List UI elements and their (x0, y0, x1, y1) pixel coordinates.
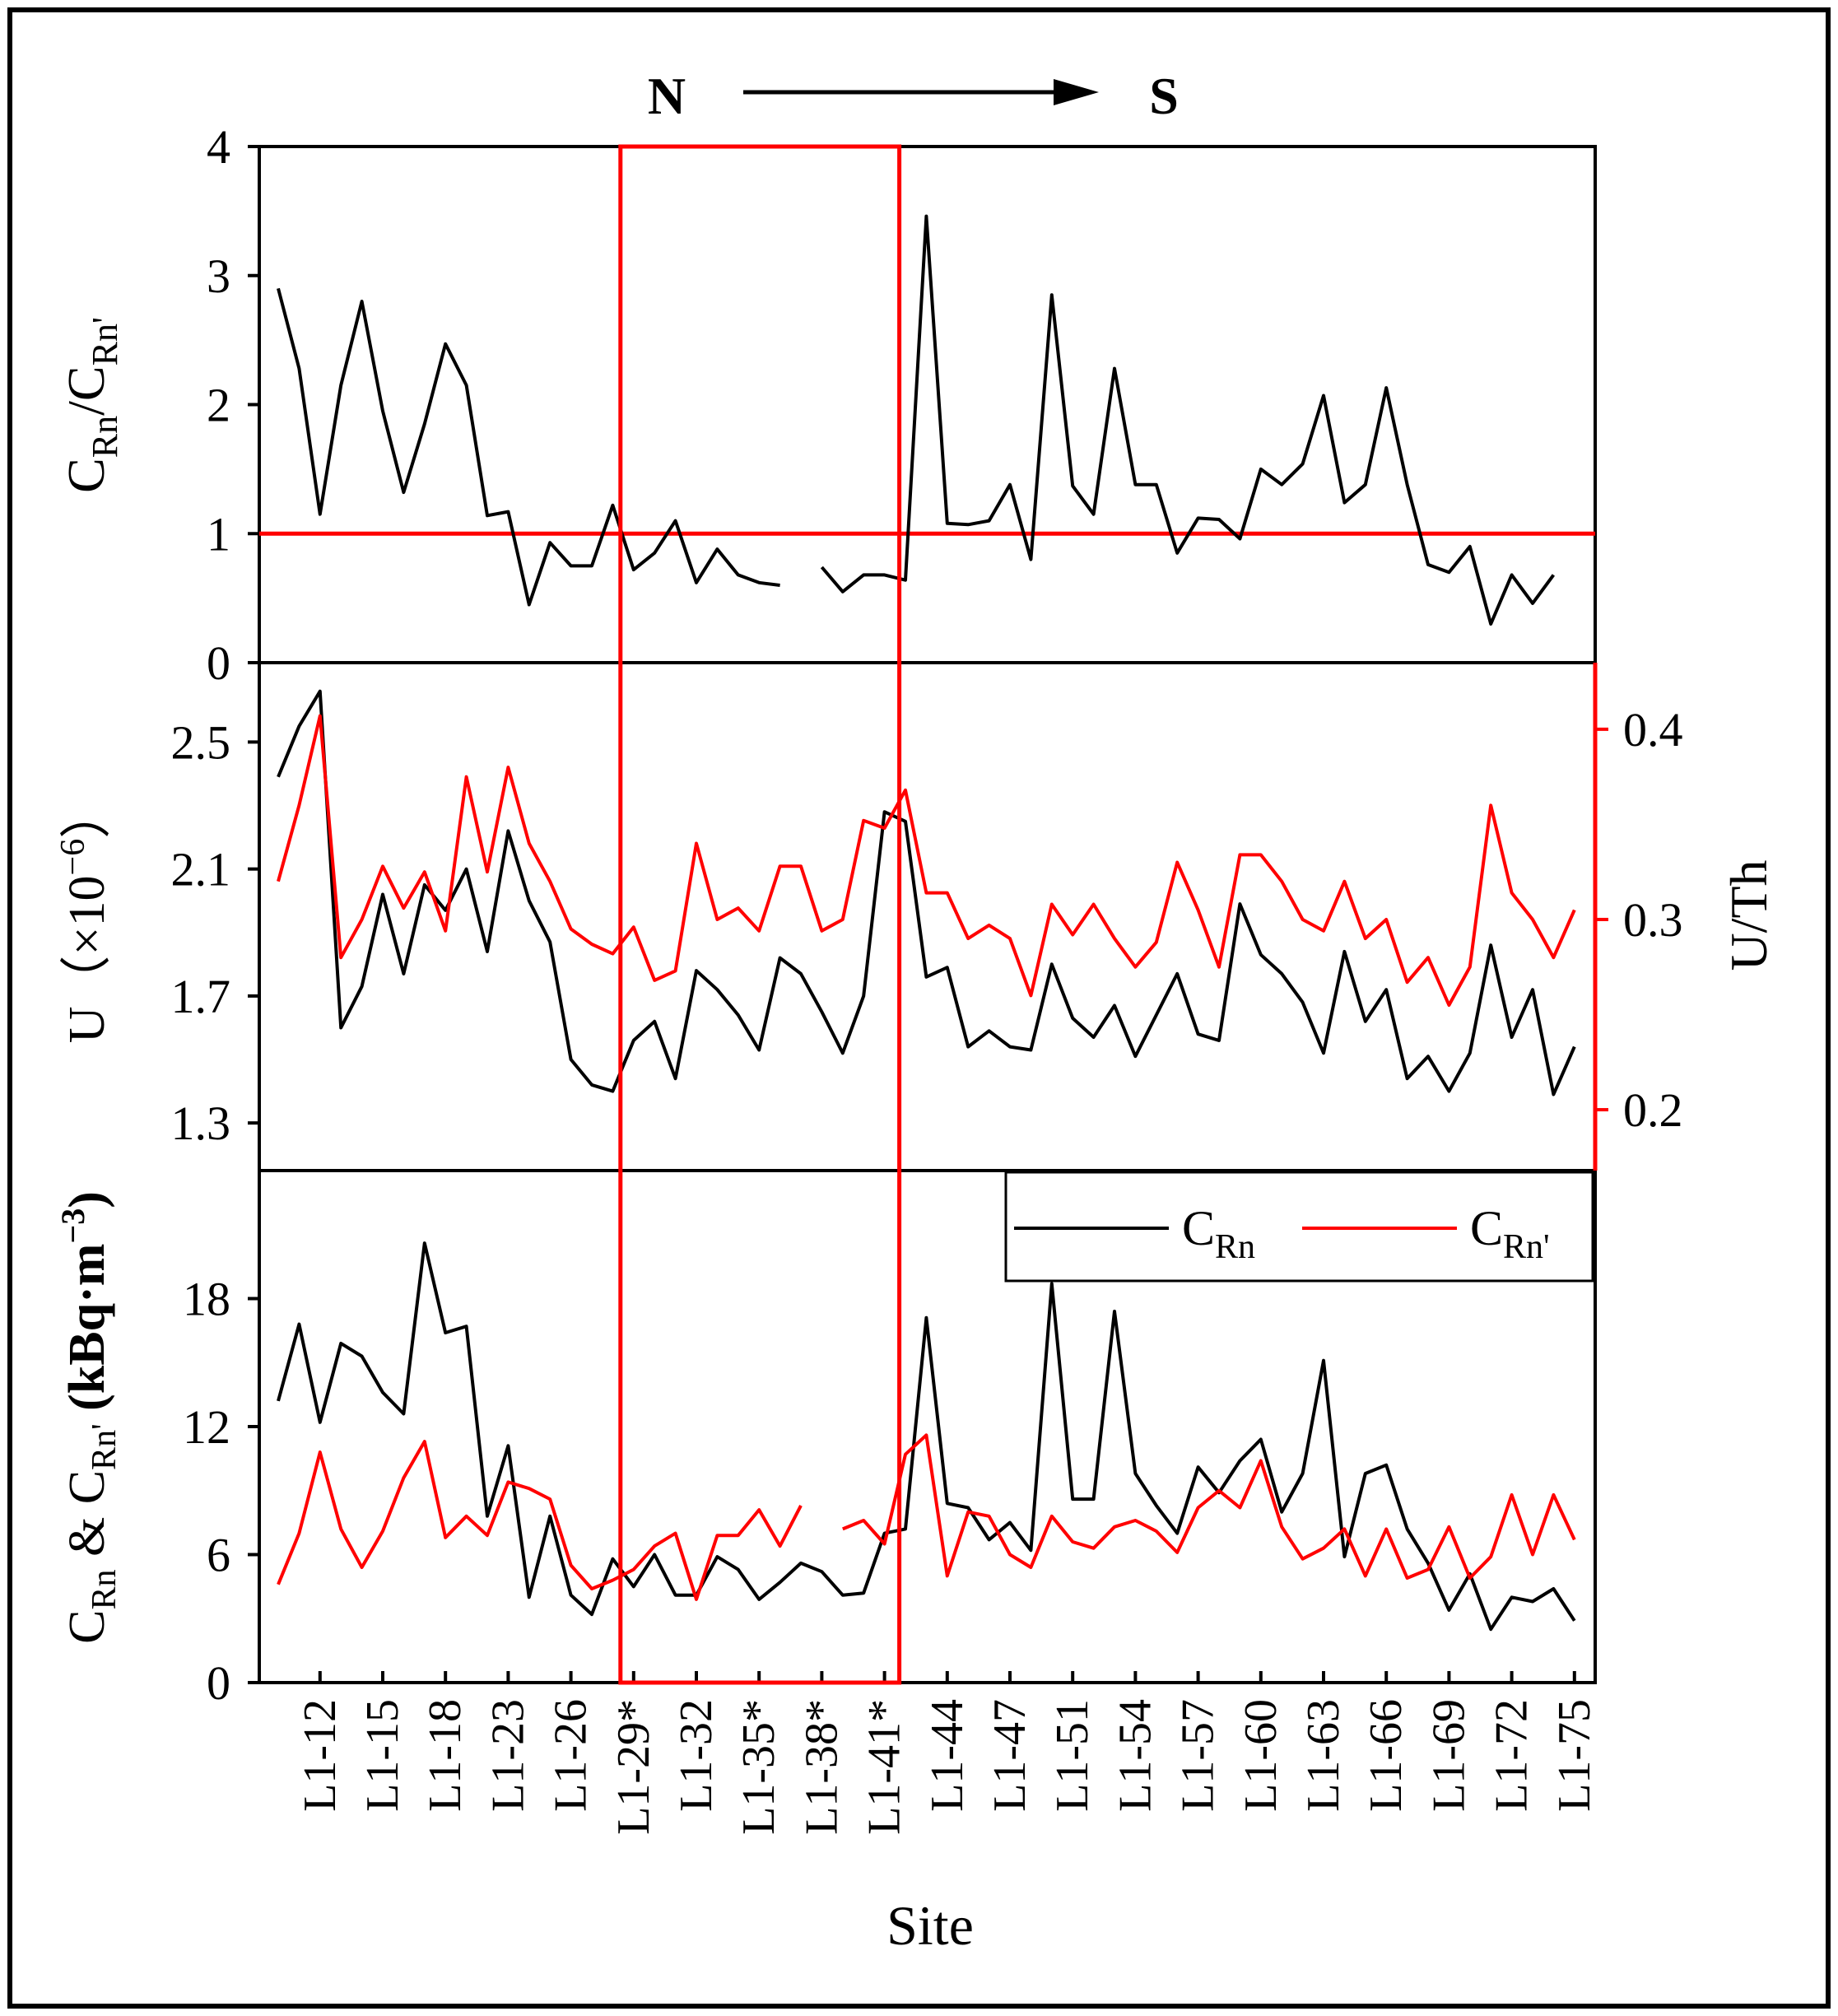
y-tick-label: 1.3 (171, 1096, 231, 1150)
x-tick-label: L1-63 (1298, 1699, 1349, 1812)
x-tick-label: L1-69 (1423, 1699, 1474, 1812)
x-axis-title: Site (886, 1894, 974, 1957)
y-tick-label: 3 (207, 249, 230, 303)
radon-y-ticks: 0 6 12 18 (183, 1273, 259, 1710)
x-tick-label: L1-38* (796, 1699, 847, 1835)
right-tick-label: 0.4 (1623, 703, 1683, 757)
radon-legend: CRn CRn' (1004, 1171, 1594, 1283)
x-tick-label: L1-57 (1173, 1699, 1224, 1812)
x-tick-label: L1-26 (546, 1699, 597, 1812)
y-tick-label: 1.7 (171, 970, 231, 1023)
crn-line (277, 1241, 1576, 1632)
x-tick-label: L1-72 (1487, 1699, 1538, 1812)
ratio-line (820, 214, 1556, 626)
crn-prime-line (842, 1433, 1576, 1580)
x-tick-label: L1-12 (295, 1699, 346, 1812)
x-tick-label: L1-35* (733, 1699, 784, 1835)
ratio-line (277, 287, 780, 607)
uranium-series (277, 689, 1576, 1096)
ratio-series (277, 214, 1556, 626)
north-label: N (648, 67, 686, 125)
radon-y-axis-title: CRn & CRn' (kBq·m−3) (54, 1191, 123, 1644)
x-tick-label: L1-15 (357, 1699, 408, 1812)
x-tick-label: L1-29* (608, 1699, 659, 1835)
uranium-y-ticks-left: 1.3 1.7 2.1 2.5 (171, 715, 259, 1150)
crn-prime-line (277, 1440, 803, 1601)
ratio-y-ticks: 0 1 2 3 4 (207, 120, 259, 690)
x-tick-label: L1-47 (984, 1699, 1035, 1812)
figure-border (7, 7, 1831, 2009)
y-tick-label: 0 (207, 1656, 230, 1710)
x-tick-label: L1-51 (1047, 1699, 1098, 1812)
arrow-head-icon (1054, 79, 1099, 105)
x-tick-label: L1-23 (482, 1699, 533, 1812)
y-tick-label: 0 (207, 636, 230, 690)
right-tick-label: 0.3 (1623, 893, 1683, 947)
legend-crn-prime-label: CRn' (1470, 1201, 1550, 1266)
y-tick-label: 2.5 (171, 715, 231, 769)
uranium-panel-frame (258, 661, 1597, 1172)
south-label: S (1149, 67, 1179, 125)
uth-y-axis-title: U/Th (1719, 859, 1778, 971)
highlight-region (618, 144, 902, 1685)
uth-line (277, 714, 1576, 1007)
uranium-y-axis-title: U（×10−6） (54, 788, 115, 1043)
uth-y-ticks-right: 0.2 0.3 0.4 (1595, 703, 1683, 1137)
ratio-y-axis-title: CRn/CRn' (57, 317, 125, 493)
legend-crn-label: CRn (1182, 1201, 1255, 1266)
x-tick-label: L1-60 (1235, 1699, 1287, 1812)
site-x-tick-labels: L1-12 L1-15 L1-18 L1-23 L1-26 L1-29* L1-32 L1-3… (295, 1699, 1600, 1835)
x-tick-label: L1-41* (859, 1699, 910, 1835)
direction-indicator: N S (648, 67, 1179, 125)
x-tick-label: L1-32 (671, 1699, 722, 1812)
y-tick-label: 4 (207, 120, 230, 174)
x-tick-label: L1-54 (1110, 1699, 1161, 1812)
series-layer (277, 214, 1576, 1632)
x-tick-label: L1-75 (1549, 1699, 1600, 1812)
uranium-line (277, 689, 1576, 1096)
site-x-ticks (318, 1671, 1576, 1683)
y-tick-label: 2 (207, 379, 230, 432)
y-tick-label: 18 (183, 1273, 230, 1326)
right-tick-label: 0.2 (1623, 1083, 1683, 1137)
y-tick-label: 2.1 (171, 843, 231, 896)
crn-prime-series (277, 1433, 1576, 1601)
x-tick-label: L1-66 (1361, 1699, 1412, 1812)
y-tick-label: 1 (207, 507, 230, 561)
x-tick-label: L1-44 (922, 1699, 973, 1812)
uth-series (277, 714, 1576, 1007)
x-tick-label: L1-18 (420, 1699, 471, 1812)
y-tick-label: 12 (183, 1400, 230, 1454)
y-tick-label: 6 (207, 1529, 230, 1582)
